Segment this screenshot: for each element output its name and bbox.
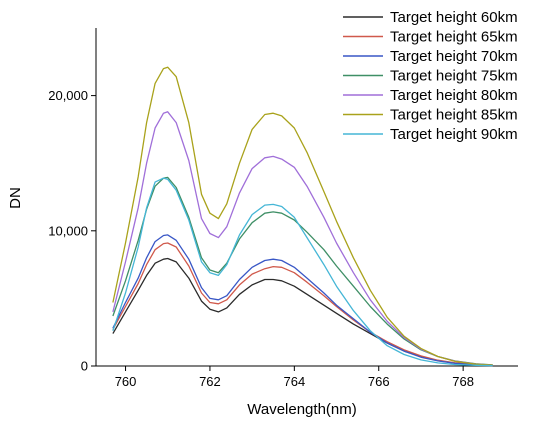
y-tick-label: 20,000 <box>48 88 88 103</box>
legend-item: Target height 80km <box>343 87 518 104</box>
x-tick-label: 768 <box>452 374 474 389</box>
y-tick-label: 0 <box>81 359 88 374</box>
series-line-2 <box>112 242 493 366</box>
y-axis-label: DN <box>7 187 24 209</box>
legend-label: Target height 90km <box>390 126 518 143</box>
x-tick-label: 760 <box>115 374 137 389</box>
x-tick-label: 766 <box>368 374 390 389</box>
x-axis-label: Wavelength(nm) <box>247 401 356 418</box>
legend-item: Target height 70km <box>343 48 518 65</box>
x-tick-label: 764 <box>283 374 305 389</box>
legend-label: Target height 80km <box>390 87 518 104</box>
series-line-3 <box>112 234 493 366</box>
series-line-6 <box>112 66 493 366</box>
x-tick-label: 762 <box>199 374 221 389</box>
legend-item: Target height 85km <box>343 107 518 124</box>
legend-label: Target height 75km <box>390 68 518 85</box>
legend-item: Target height 65km <box>343 29 518 46</box>
legend-label: Target height 65km <box>390 29 518 46</box>
legend-item: Target height 90km <box>343 126 518 143</box>
legend-label: Target height 60km <box>390 9 518 26</box>
legend-label: Target height 70km <box>390 48 518 65</box>
series-lines <box>112 66 493 367</box>
series-line-7 <box>112 177 493 367</box>
legend-label: Target height 85km <box>390 107 518 124</box>
legend-item: Target height 75km <box>343 68 518 85</box>
series-line-5 <box>112 111 493 366</box>
series-line-4 <box>112 176 493 366</box>
y-tick-label: 10,000 <box>48 223 88 238</box>
legend: Target height 60km Target height 65km Targ… <box>343 9 518 143</box>
legend-item: Target height 60km <box>343 9 518 26</box>
tick-labels: 760 762 764 766 768 0 10,000 20,000 <box>48 88 474 389</box>
axes <box>91 28 518 371</box>
